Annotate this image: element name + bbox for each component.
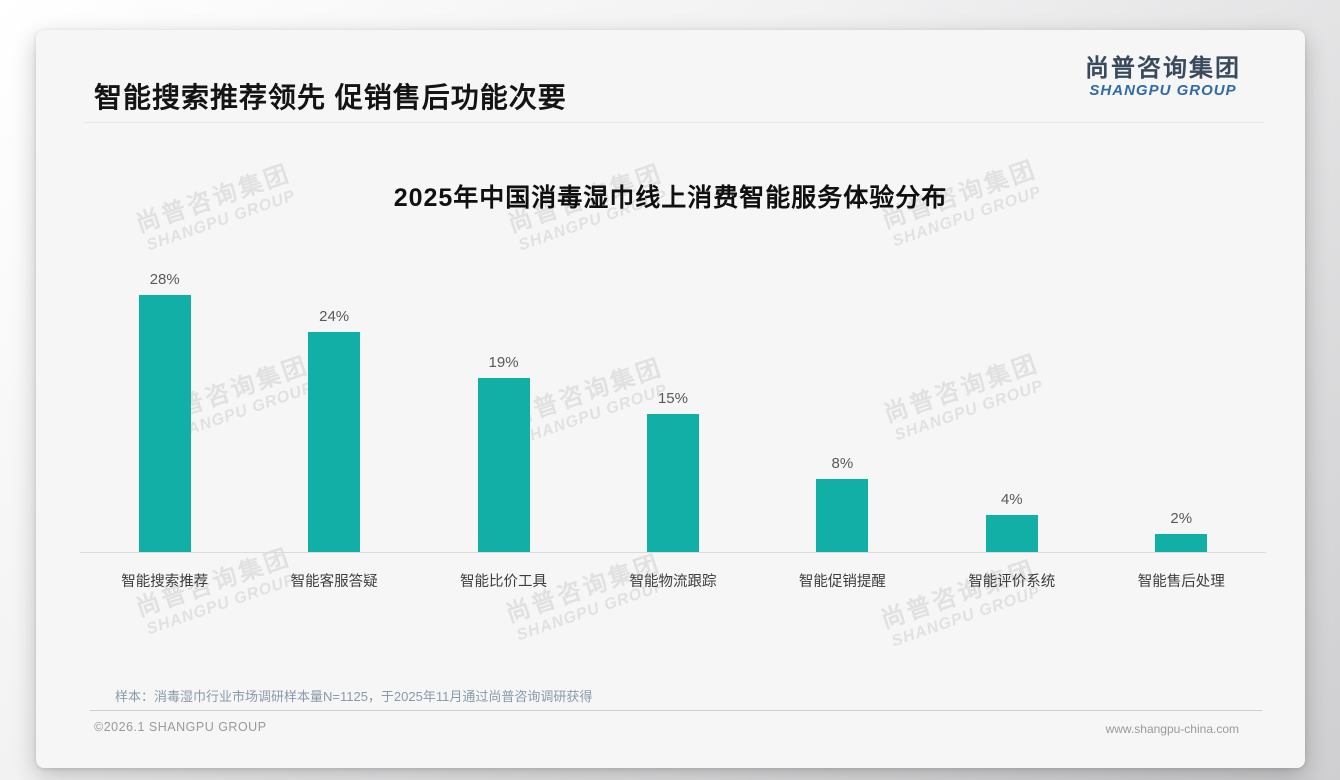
- watermark-english-text: SHANGPU GROUP: [889, 583, 1043, 651]
- footer-divider: [90, 710, 1262, 711]
- category-label: 智能售后处理: [1137, 574, 1225, 590]
- copyright-text: ©2026.1 SHANGPU GROUP: [94, 720, 267, 734]
- sample-footnote: 样本：消毒湿巾行业市场调研样本量N=1125，于2025年11月通过尚普咨询调研…: [115, 689, 593, 704]
- bar: [308, 332, 361, 552]
- chart-title: 2025年中国消毒湿巾线上消费智能服务体验分布: [393, 184, 948, 212]
- bar-value-label: 2%: [1170, 509, 1193, 527]
- bar-column: 4%: [927, 490, 1096, 552]
- bar-value-label: 28%: [149, 270, 180, 288]
- category-label: 智能评价系统: [968, 574, 1056, 590]
- bar: [646, 414, 699, 552]
- watermark: 尚普咨询集团 SHANGPU GROUP: [503, 550, 671, 647]
- logo-chinese-text: 尚普咨询集团: [1085, 55, 1241, 82]
- page-title: 智能搜索推荐领先 促销售后功能次要: [94, 82, 567, 113]
- watermark-chinese-text: 尚普咨询集团: [877, 555, 1040, 635]
- bar: [138, 295, 191, 552]
- bar-value-label: 4%: [1000, 490, 1023, 508]
- bar-value-label: 8%: [831, 454, 854, 472]
- logo-english-text: SHANGPU GROUP: [1089, 82, 1237, 100]
- bar-column: 24%: [249, 307, 418, 552]
- category-axis: 智能搜索推荐 智能客服答疑 智能比价工具 智能物流跟踪 智能促销提醒 智能评价系统 智能售后…: [80, 570, 1266, 591]
- bar: [985, 515, 1038, 552]
- bar-column: 15%: [588, 389, 757, 552]
- watermark: 尚普咨询集团 SHANGPU GROUP: [133, 544, 301, 641]
- bar: [1155, 534, 1208, 552]
- bar: [477, 378, 530, 552]
- category-label: 智能客服答疑: [290, 574, 378, 590]
- bar-value-label: 19%: [488, 353, 519, 371]
- category-label: 智能搜索推荐: [121, 574, 209, 590]
- bar-column: 2%: [1097, 509, 1266, 552]
- bar-column: 19%: [419, 353, 588, 552]
- bar-column: 28%: [80, 270, 249, 552]
- website-text: www.shangpu-china.com: [1105, 722, 1239, 736]
- bar-value-label: 15%: [657, 389, 688, 407]
- slide-card: 尚普咨询集团 SHANGPU GROUP 尚普咨询集团 SHANGPU GROUP 尚普…: [36, 30, 1305, 768]
- category-label: 智能物流跟踪: [629, 574, 717, 590]
- bar-column: 8%: [758, 454, 927, 552]
- bar: [816, 479, 869, 552]
- bar-value-label: 24%: [319, 307, 350, 325]
- category-label: 智能促销提醒: [798, 574, 886, 590]
- header-divider: [84, 122, 1265, 123]
- company-logo: 尚普咨询集团 SHANGPU GROUP: [1085, 55, 1241, 100]
- category-label: 智能比价工具: [460, 574, 548, 590]
- bar-plot: 28% 24% 19% 15% 8% 4% 2%: [80, 256, 1266, 552]
- x-axis-line: [80, 552, 1266, 553]
